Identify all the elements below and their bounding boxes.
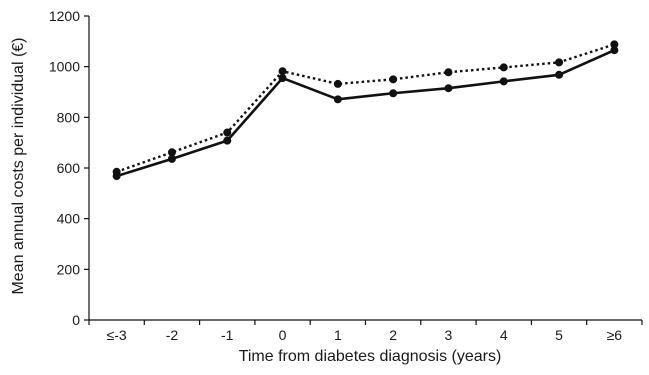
series-layer	[112, 40, 619, 181]
data-point	[499, 63, 508, 72]
data-point	[555, 70, 564, 79]
data-point	[555, 58, 564, 67]
series-line	[116, 49, 615, 178]
x-axis-ticks: ≤-3 -2 -1 0 1 2 3 4 5 ≥6	[88, 320, 643, 343]
data-point	[278, 67, 287, 76]
y-tick-label: 600	[57, 160, 81, 176]
data-point	[223, 136, 232, 145]
y-tick-label: 800	[57, 109, 81, 125]
x-tick-label: 0	[279, 327, 287, 343]
y-tick-label: 0	[72, 312, 80, 328]
data-point	[610, 46, 619, 55]
y-axis-ticks: 0 200 400 600 800 1000 1200	[49, 8, 89, 328]
x-tick-label: 1	[334, 327, 342, 343]
y-axis-title: Mean annual costs per individual (€)	[10, 37, 27, 294]
data-point	[112, 172, 121, 181]
y-tick-label: 1200	[49, 8, 80, 24]
data-point	[444, 68, 453, 77]
data-point	[333, 79, 342, 88]
data-point	[223, 128, 232, 137]
x-axis-title: Time from diabetes diagnosis (years)	[239, 348, 502, 365]
x-tick-label: 4	[500, 327, 508, 343]
x-tick-label: -2	[166, 327, 179, 343]
data-point	[389, 75, 398, 84]
x-tick-label: 3	[445, 327, 453, 343]
x-tick-label: 5	[555, 327, 563, 343]
y-tick-label: 400	[57, 211, 81, 227]
y-tick-label: 200	[57, 261, 81, 277]
series-line	[116, 43, 615, 173]
x-tick-label: ≤-3	[107, 327, 127, 343]
x-tick-label: ≥6	[607, 327, 623, 343]
series-solid	[112, 46, 619, 181]
data-point	[389, 89, 398, 98]
data-point	[610, 40, 619, 49]
x-tick-label: 2	[389, 327, 397, 343]
series-dotted	[112, 40, 619, 176]
data-point	[167, 154, 176, 163]
x-tick-label: -1	[221, 327, 234, 343]
data-point	[278, 74, 287, 83]
data-point	[444, 84, 453, 93]
y-tick-label: 1000	[49, 59, 80, 75]
data-point	[499, 77, 508, 86]
data-point	[167, 148, 176, 157]
data-point	[333, 95, 342, 104]
